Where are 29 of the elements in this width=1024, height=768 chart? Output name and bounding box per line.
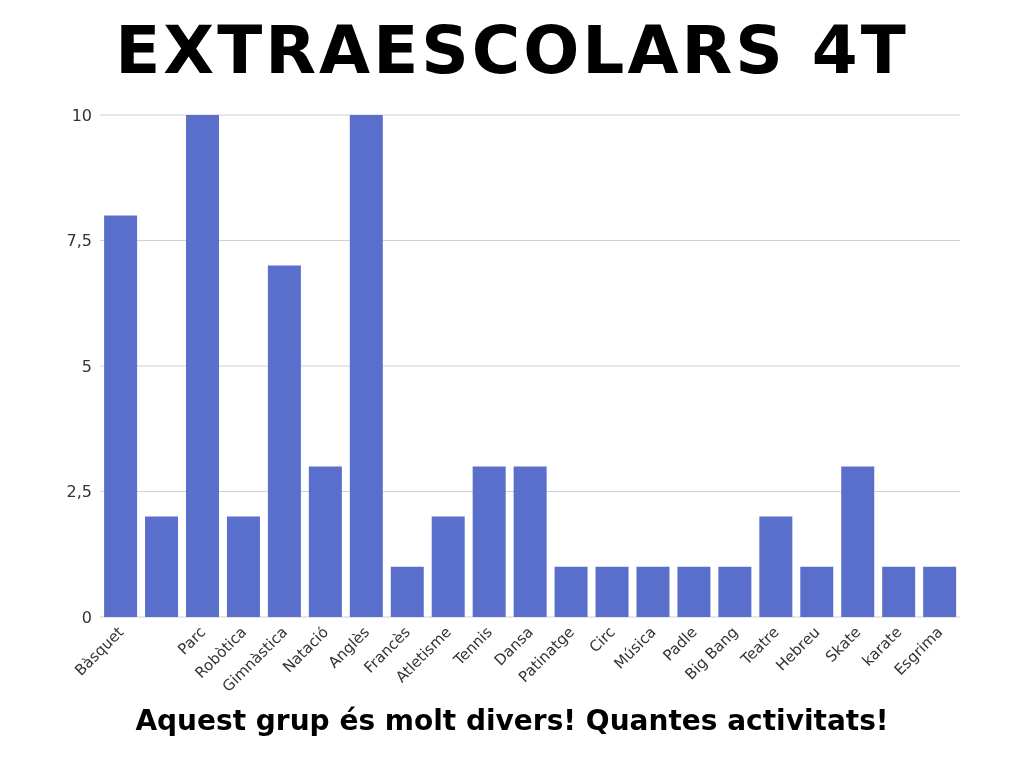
bar (759, 516, 793, 617)
bar (718, 566, 752, 617)
bar (104, 215, 138, 617)
bar (882, 566, 916, 617)
bar (390, 566, 424, 617)
x-tick-label: Circ (585, 623, 619, 657)
bar (186, 115, 219, 617)
bar (677, 566, 711, 617)
chart-title: EXTRAESCOLARS 4T (114, 10, 910, 91)
y-tick-label: 0 (81, 607, 92, 627)
bar (636, 566, 670, 617)
y-tick-label: 5 (81, 356, 92, 376)
text: Aquest grup és molt divers! Quantes activitats! (134, 704, 890, 737)
bar (841, 466, 875, 617)
bar (349, 115, 383, 617)
bar (800, 566, 834, 617)
bar (923, 566, 957, 617)
bar (554, 566, 588, 617)
bar (595, 566, 629, 617)
y-tick-label: 10 (71, 105, 92, 125)
bar (513, 466, 547, 617)
bar (431, 516, 465, 617)
y-tick-label: 7,5 (66, 231, 92, 251)
y-tick-label: 2,5 (66, 482, 92, 502)
bar (226, 516, 260, 617)
bar (267, 265, 301, 617)
bar (472, 466, 506, 617)
bar (145, 516, 179, 617)
bar (308, 466, 342, 617)
